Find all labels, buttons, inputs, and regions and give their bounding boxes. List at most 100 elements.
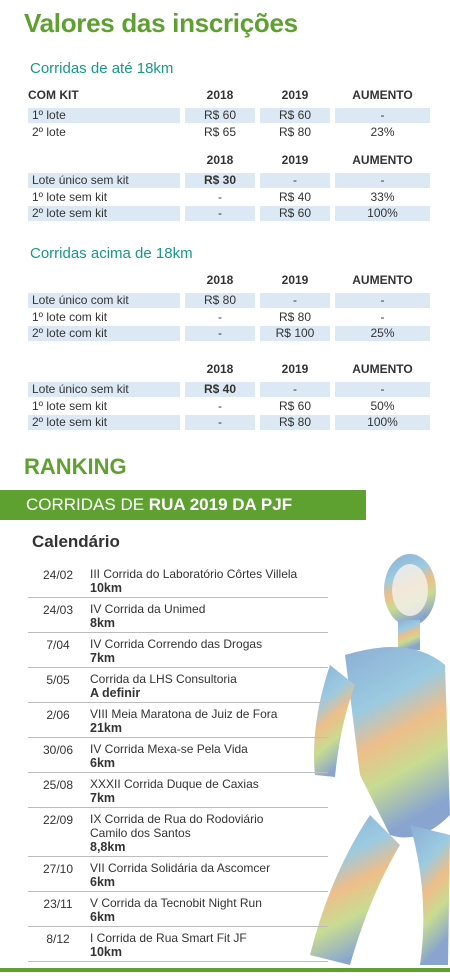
event-date: 22/09 <box>42 813 74 827</box>
title: Valores das inscrições <box>24 8 298 38</box>
table-header: AUMENTO <box>352 273 413 287</box>
table-header: AUMENTO <box>352 153 413 167</box>
event-distance: 6km <box>90 910 116 924</box>
table-cell: - <box>335 173 430 188</box>
table-header: AUMENTO <box>352 88 413 102</box>
event-name: VIII Meia Maratona de Juiz de Fora <box>90 707 278 721</box>
event-date: 7/04 <box>46 638 70 652</box>
event-date: 24/03 <box>42 603 74 617</box>
table-cell: R$ 60 <box>260 108 330 123</box>
table-cell: - <box>260 173 330 188</box>
banner-text: CORRIDAS DE <box>26 495 149 514</box>
event: IV Corrida Correndo das Drogas 7km <box>90 637 330 665</box>
table-cell: 100% <box>335 206 430 221</box>
table-header: 2018 <box>206 153 234 167</box>
event-distance: 6km <box>90 756 116 770</box>
table-header: 2019 <box>281 273 309 287</box>
ranking-title: RANKING <box>24 454 127 479</box>
table-cell: R$ 80 <box>260 415 330 430</box>
table-header: 2018 <box>206 88 234 102</box>
table-cell: R$ 60 <box>185 108 255 123</box>
table-header: 2019 <box>281 88 309 102</box>
calendar-row: 24/03 IV Corrida da Unimed 8km <box>28 598 328 633</box>
table-cell: R$ 60 <box>278 398 312 413</box>
table-cell: R$ 80 <box>185 293 255 308</box>
calendar-row: 8/12 I Corrida de Rua Smart Fit JF 10km <box>28 927 328 962</box>
event-distance: 6km <box>90 875 116 889</box>
event-distance: 7km <box>90 651 116 665</box>
table-cell: - <box>185 326 255 341</box>
table-cell: R$ 100 <box>260 326 330 341</box>
table-cell: Lote único com kit <box>28 293 180 308</box>
event-name: V Corrida da Tecnobit Night Run <box>90 896 262 910</box>
calendar-row: 22/09 IX Corrida de Rua do Rodoviário Cam… <box>28 808 328 857</box>
section-subtitle: Corridas acima de 18km <box>30 245 193 262</box>
event: IV Corrida da Unimed 8km <box>90 602 330 630</box>
table-cell: - <box>335 108 430 123</box>
event-distance: 8km <box>90 616 116 630</box>
table-cell: R$ 60 <box>260 206 330 221</box>
table-cell: Lote único sem kit <box>28 382 180 397</box>
table-cell: Lote único sem kit <box>28 173 180 188</box>
table-header: 2019 <box>281 153 309 167</box>
event-date: 30/06 <box>42 743 74 757</box>
calendar-row: 25/08 XXXII Corrida Duque de Caxias 7km <box>28 773 328 808</box>
table-cell: 100% <box>335 415 430 430</box>
calendar-row: 30/06 IV Corrida Mexa-se Pela Vida 6km <box>28 738 328 773</box>
table-cell: 1º lote sem kit <box>32 398 108 413</box>
event: IV Corrida Mexa-se Pela Vida 6km <box>90 742 330 770</box>
banner: CORRIDAS DE RUA 2019 DA PJF <box>0 490 366 520</box>
table-cell: - <box>335 293 430 308</box>
table-cell: - <box>260 382 330 397</box>
event-name: XXXII Corrida Duque de Caxias <box>90 777 259 791</box>
event-name: IV Corrida Correndo das Drogas <box>90 637 263 651</box>
table-cell: - <box>185 415 255 430</box>
event-distance: A definir <box>90 686 141 700</box>
event-name: III Corrida do Laboratório Côrtes Villel… <box>90 567 298 581</box>
table-cell: 50% <box>370 398 395 413</box>
event: III Corrida do Laboratório Côrtes Villel… <box>90 567 330 595</box>
table-cell: 2º lote sem kit <box>28 415 180 430</box>
event: V Corrida da Tecnobit Night Run 6km <box>90 896 330 924</box>
event-date: 8/12 <box>46 932 70 946</box>
table-cell: 25% <box>335 326 430 341</box>
table-cell: 1º lote com kit <box>32 309 108 324</box>
table-cell: R$ 40 <box>278 189 312 204</box>
event-date: 24/02 <box>42 568 74 582</box>
bottom-rule <box>0 968 450 972</box>
table-cell: 1º lote <box>28 108 180 123</box>
table-cell: - <box>218 398 222 413</box>
event-distance: 10km <box>90 945 122 959</box>
event: VIII Meia Maratona de Juiz de Fora 21km <box>90 707 330 735</box>
table-cell: - <box>260 293 330 308</box>
event: VII Corrida Solidária da Ascomcer 6km <box>90 861 330 889</box>
event-name: I Corrida de Rua Smart Fit JF <box>90 931 247 945</box>
table-cell: - <box>218 309 222 324</box>
table-cell: - <box>218 189 222 204</box>
table-cell: 2º lote <box>32 124 66 139</box>
calendar-row: 24/02 III Corrida do Laboratório Côrtes V… <box>28 563 328 598</box>
event-date: 2/06 <box>46 708 70 722</box>
table-cell: 33% <box>370 189 395 204</box>
calendar-row: 2/06 VIII Meia Maratona de Juiz de Fora 21… <box>28 703 328 738</box>
calendar-title: Calendário <box>32 532 120 551</box>
event: I Corrida de Rua Smart Fit JF 10km <box>90 931 330 959</box>
section-subtitle: Corridas de até 18km <box>30 60 174 77</box>
calendar-row: 5/05 Corrida da LHS Consultoria A definir <box>28 668 328 703</box>
event-name: IX Corrida de Rua do Rodoviário Camilo d… <box>90 812 264 840</box>
table-header: COM KIT <box>28 88 79 102</box>
event-distance: 10km <box>90 581 122 595</box>
table-cell: - <box>335 382 430 397</box>
event-distance: 21km <box>90 721 122 735</box>
event-date: 23/11 <box>43 897 73 911</box>
table-cell: - <box>185 206 255 221</box>
table-header: 2018 <box>206 362 234 376</box>
banner-bold: RUA 2019 DA PJF <box>148 495 293 514</box>
event-date: 25/08 <box>42 778 74 792</box>
table-cell: R$ 40 <box>185 382 255 397</box>
calendar-row: 23/11 V Corrida da Tecnobit Night Run 6km <box>28 892 328 927</box>
event-name: IV Corrida da Unimed <box>90 602 206 616</box>
table-header: 2019 <box>281 362 309 376</box>
event-date: 5/05 <box>46 673 70 687</box>
